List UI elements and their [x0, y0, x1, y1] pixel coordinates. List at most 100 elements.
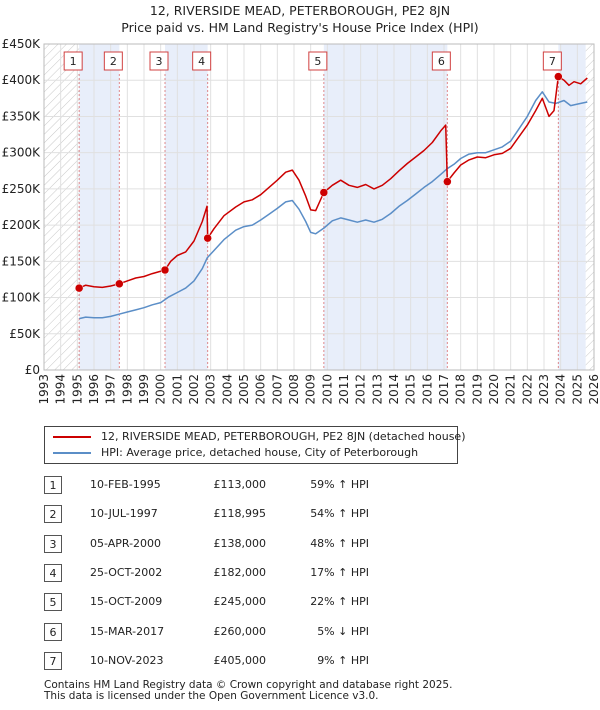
- x-tick-label: 1994: [54, 374, 68, 405]
- transaction-price: £182,000: [213, 565, 267, 579]
- transaction-point: [160, 265, 170, 275]
- x-tick-label: 1995: [70, 374, 84, 405]
- shaded-period: [79, 44, 120, 370]
- x-tick-label: 2005: [237, 374, 251, 405]
- x-tick-label: 2018: [454, 374, 468, 405]
- x-tick-label: 1993: [37, 374, 51, 405]
- footer-line: This data is licensed under the Open Gov…: [44, 690, 379, 702]
- chart-title: 12, RIVERSIDE MEAD, PETERBOROUGH, PE2 8J…: [0, 2, 600, 36]
- transaction-marker-label: 5: [314, 55, 321, 68]
- x-tick-label: 2016: [420, 374, 434, 405]
- shaded-period: [558, 44, 586, 370]
- transaction-date: 10-JUL-1997: [90, 507, 158, 521]
- x-tick-label: 2012: [354, 374, 368, 405]
- y-tick-label: £350K: [2, 109, 42, 123]
- x-tick-label: 2001: [170, 374, 184, 405]
- transaction-marker-box: [431, 51, 451, 71]
- transaction-hpi-change: 9% ↑ HPI: [317, 653, 369, 667]
- x-tick-label: 2020: [487, 374, 501, 405]
- transaction-hpi-change: 54% ↑ HPI: [310, 507, 369, 521]
- x-tick-label: 1998: [120, 374, 134, 405]
- transaction-price: £118,995: [213, 507, 267, 521]
- x-tick-label: 2013: [370, 374, 384, 405]
- transaction-marker-label: 6: [438, 55, 445, 68]
- transaction-date: 15-OCT-2009: [90, 595, 163, 609]
- legend-swatch-red: [53, 436, 91, 438]
- y-tick-label: £200K: [2, 218, 42, 232]
- x-tick-label: 2004: [220, 374, 234, 405]
- transaction-point: [554, 72, 563, 81]
- transaction-marker-label: 3: [156, 55, 163, 68]
- transaction-number: 5: [44, 593, 62, 612]
- transaction-marker-label: 7: [549, 55, 556, 68]
- transaction-price: £113,000: [213, 478, 267, 491]
- legend-item-property: 12, RIVERSIDE MEAD, PETERBOROUGH, PE2 8J…: [53, 429, 466, 445]
- x-tick-label: 2022: [520, 374, 534, 405]
- transaction-date: 25-OCT-2002: [90, 565, 163, 579]
- legend-label: 12, RIVERSIDE MEAD, PETERBOROUGH, PE2 8J…: [101, 430, 466, 443]
- shaded-period: [165, 44, 208, 370]
- transaction-number: 2: [44, 505, 62, 524]
- transaction-date: 10-NOV-2023: [90, 653, 164, 667]
- subtitle-line: Price paid vs. HM Land Registry's House …: [121, 20, 479, 35]
- transaction-hpi-change: 5% ↓ HPI: [317, 624, 369, 638]
- x-tick-label: 2025: [570, 374, 584, 405]
- legend-label: HPI: Average price, detached house, City…: [101, 446, 419, 459]
- transaction-point: [74, 283, 84, 293]
- footer-line: Contains HM Land Registry data © Crown c…: [44, 679, 453, 691]
- transaction-marker-box: [103, 51, 123, 71]
- x-tick-label: 2007: [270, 374, 284, 405]
- transaction-marker-box: [192, 51, 212, 71]
- x-tick-label: 2008: [287, 374, 301, 405]
- transaction-marker-label: 2: [110, 55, 117, 68]
- transaction-hpi-change: 59% ↑ HPI: [310, 478, 369, 491]
- x-tick-label: 2024: [554, 374, 568, 405]
- transaction-marker-box: [542, 51, 562, 71]
- transaction-price: £138,000: [213, 536, 267, 550]
- x-tick-label: 2010: [320, 374, 334, 405]
- transaction-marker-box: [308, 51, 328, 71]
- shaded-period: [323, 44, 448, 370]
- series-line: [78, 75, 588, 289]
- transaction-number: 3: [44, 534, 62, 553]
- y-tick-label: £300K: [2, 146, 42, 160]
- transaction-date: 10-FEB-1995: [90, 478, 161, 491]
- legend-swatch-blue: [53, 452, 91, 454]
- transaction-number: 7: [44, 651, 62, 670]
- transaction-number: 1: [44, 476, 62, 494]
- y-tick-label: £100K: [2, 291, 42, 305]
- transaction-price: £260,000: [213, 624, 267, 638]
- transaction-marker-label: 1: [70, 55, 77, 68]
- x-tick-label: 2006: [254, 374, 268, 405]
- transaction-hpi-change: 48% ↑ HPI: [310, 536, 369, 550]
- x-tick-label: 2017: [437, 374, 451, 405]
- x-tick-label: 2003: [204, 374, 218, 405]
- plot-frame: [43, 43, 595, 371]
- title-line: 12, RIVERSIDE MEAD, PETERBOROUGH, PE2 8J…: [149, 3, 451, 18]
- transaction-point: [203, 233, 212, 243]
- y-tick-label: £150K: [2, 254, 42, 268]
- y-tick-label: £0: [25, 363, 40, 377]
- transaction-marker-box: [63, 51, 83, 71]
- hatched-period: [585, 44, 594, 370]
- x-tick-label: 1996: [87, 374, 101, 405]
- transaction-point: [443, 177, 452, 186]
- y-tick-label: £400K: [2, 73, 42, 87]
- transaction-hpi-change: 22% ↑ HPI: [310, 595, 369, 609]
- transaction-point: [115, 279, 124, 289]
- x-tick-label: 2015: [404, 374, 418, 405]
- footer: Contains HM Land Registry data © Crown c…: [44, 680, 452, 702]
- y-tick-label: £250K: [2, 182, 42, 196]
- transaction-date: 15-MAR-2017: [90, 624, 165, 638]
- transaction-hpi-change: 17% ↑ HPI: [310, 565, 369, 579]
- transaction-marker-label: 4: [198, 55, 205, 68]
- x-tick-label: 1997: [104, 374, 118, 405]
- legend-item-hpi: HPI: Average price, detached house, City…: [53, 445, 418, 461]
- x-tick-label: 1999: [137, 374, 151, 405]
- x-tick-label: 2026: [587, 374, 600, 405]
- transaction-price: £245,000: [213, 595, 267, 609]
- x-tick-label: 2023: [537, 374, 551, 405]
- x-tick-label: 2002: [187, 374, 201, 405]
- x-tick-label: 2011: [337, 374, 351, 405]
- legend: 12, RIVERSIDE MEAD, PETERBOROUGH, PE2 8J…: [44, 426, 466, 464]
